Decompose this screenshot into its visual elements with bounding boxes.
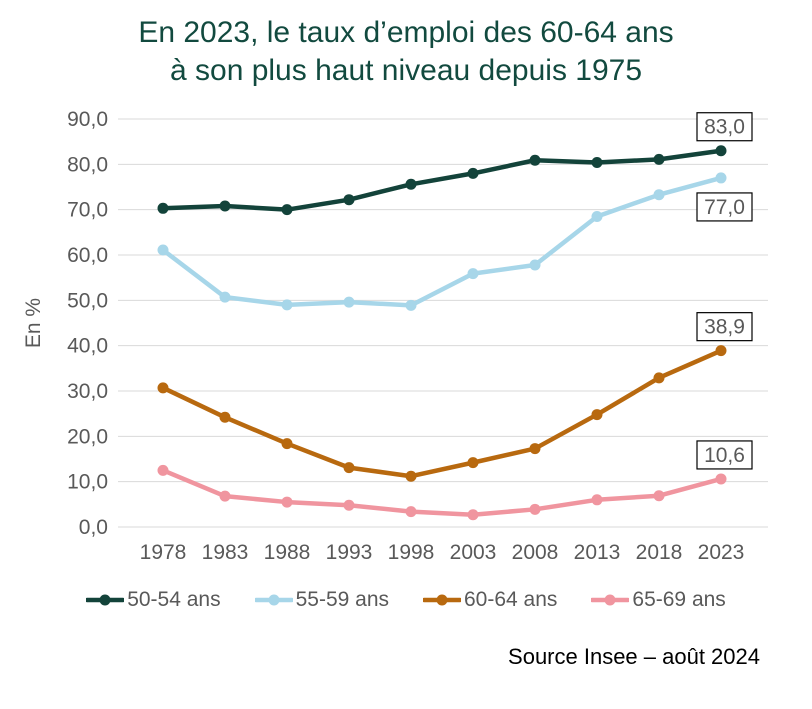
svg-text:80,0: 80,0 — [67, 153, 108, 176]
svg-text:77,0: 77,0 — [704, 196, 745, 219]
legend-marker-line-dot-icon — [423, 594, 461, 606]
svg-text:2003: 2003 — [450, 541, 497, 564]
svg-text:2013: 2013 — [574, 541, 621, 564]
data-label-box — [696, 440, 753, 470]
svg-text:En %: En % — [22, 298, 45, 348]
data-label-box — [696, 112, 753, 142]
chart-title-line1: En 2023, le taux d’emploi des 60-64 ans — [138, 16, 674, 49]
source-text: Source Insee – août 2024 — [508, 644, 760, 669]
svg-text:10,6: 10,6 — [704, 444, 745, 467]
legend-label-65-69: 65-69 ans — [632, 588, 726, 611]
legend-label-60-64: 60-64 ans — [464, 588, 558, 611]
chart-legend: 50-54 ans 55-59 ans 60-64 ans 65-69 ans — [0, 588, 812, 612]
svg-text:30,0: 30,0 — [67, 380, 108, 403]
svg-text:1993: 1993 — [326, 541, 373, 564]
svg-text:83,0: 83,0 — [704, 116, 745, 139]
chart-svg: 0,0 10,0 20,0 30,0 40,0 50,0 60,0 70,0 80,0 90,0 E… — [22, 108, 768, 564]
svg-text:1983: 1983 — [202, 541, 249, 564]
legend-marker-line-dot-icon — [254, 594, 293, 606]
legend-label-55-59: 55-59 ans — [295, 588, 389, 611]
legend-item-65-69: 65-69 ans — [591, 588, 726, 612]
legend-marker-line-dot-icon — [86, 594, 125, 606]
svg-text:60,0: 60,0 — [67, 244, 108, 267]
svg-text:0,0: 0,0 — [79, 516, 108, 539]
svg-text:40,0: 40,0 — [67, 335, 108, 358]
svg-text:2023: 2023 — [698, 541, 745, 564]
svg-text:20,0: 20,0 — [67, 425, 108, 448]
svg-text:90,0: 90,0 — [67, 108, 108, 131]
svg-text:1998: 1998 — [388, 541, 435, 564]
legend-marker-line-dot-icon — [591, 594, 630, 606]
chart-title-line2: à son plus haut niveau depuis 1975 — [169, 54, 643, 87]
svg-text:70,0: 70,0 — [67, 199, 108, 222]
svg-text:2008: 2008 — [512, 541, 559, 564]
legend-item-55-59: 55-59 ans — [254, 588, 389, 612]
svg-text:50,0: 50,0 — [67, 289, 108, 312]
svg-text:1988: 1988 — [264, 541, 311, 564]
data-label-box — [696, 192, 753, 222]
legend-label-50-54: 50-54 ans — [127, 588, 221, 611]
legend-item-50-54: 50-54 ans — [86, 588, 221, 612]
svg-text:10,0: 10,0 — [67, 471, 108, 494]
chart-title: En 2023, le taux d’emploi des 60-64 ans … — [0, 14, 812, 90]
svg-text:2018: 2018 — [636, 541, 683, 564]
svg-text:38,9: 38,9 — [704, 316, 745, 339]
data-label-box — [696, 312, 753, 342]
legend-item-60-64: 60-64 ans — [423, 588, 557, 612]
svg-text:1978: 1978 — [140, 541, 187, 564]
